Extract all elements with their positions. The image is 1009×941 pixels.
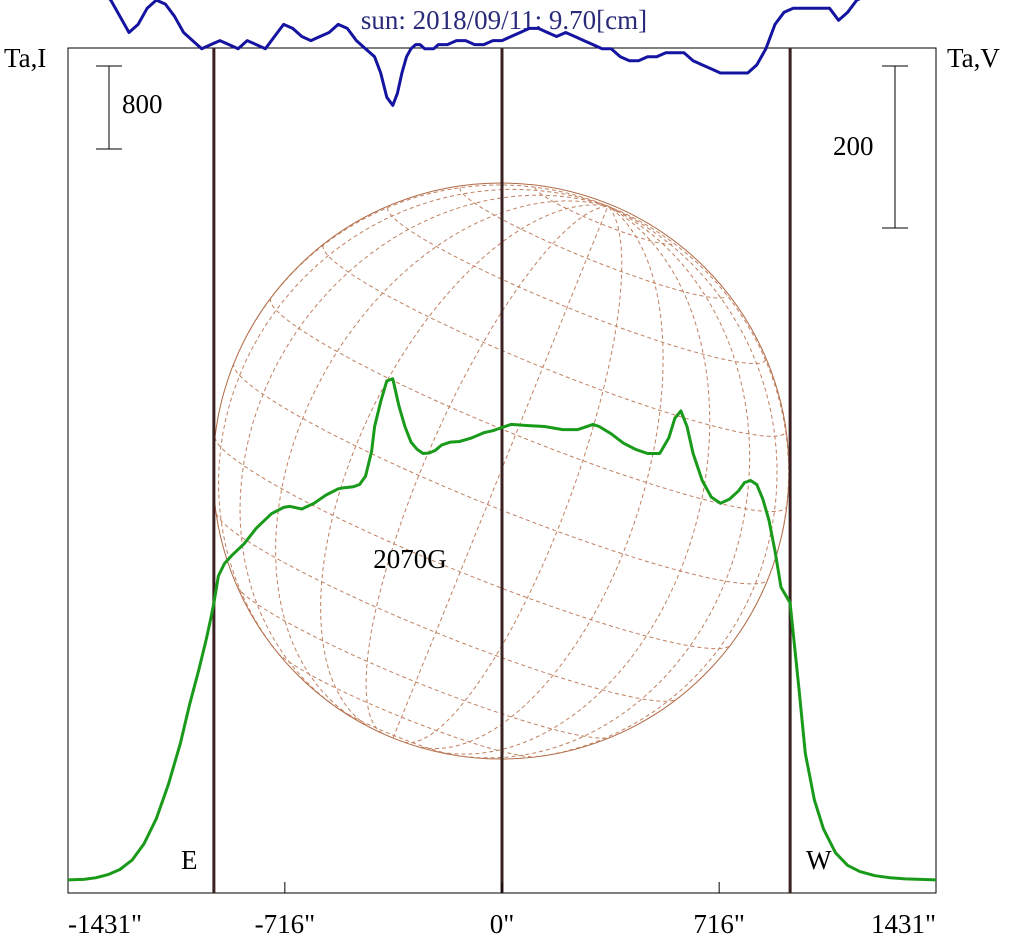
grid-latitude-line: [236, 586, 611, 739]
grid-longitude-line: [365, 205, 609, 734]
x-axis-ticks: [67, 882, 937, 893]
right-axis-label: Ta,V: [947, 43, 1000, 73]
sunspot-annotation: 2070G: [373, 544, 447, 574]
x-tick-label-4: 1431": [871, 909, 936, 939]
grid-longitude-line: [607, 205, 789, 580]
chart-title: sun: 2018/09/11: 9.70[cm]: [361, 5, 647, 35]
grid-latitude-line: [214, 437, 731, 650]
west-limb-label: W: [806, 845, 832, 875]
grid-longitude-line: [218, 188, 609, 665]
grid-latitude-line: [215, 513, 677, 702]
scale-bar-left-label: 800: [122, 89, 163, 119]
series-i-line: [67, 377, 937, 882]
x-axis-tick-labels: -1431" -716" 0" 716" 1431": [68, 909, 936, 939]
grid-longitude-line: [455, 205, 751, 759]
x-tick-label-3: 716": [693, 909, 745, 939]
grid-longitude-line: [521, 205, 778, 759]
grid-longitude-line: [392, 205, 609, 739]
scale-bar-right-label: 200: [833, 131, 874, 161]
grid-longitude-line: [275, 200, 609, 720]
grid-longitude-line: [404, 205, 623, 744]
grid-longitude-line: [320, 204, 609, 730]
series-v-line: [108, 0, 861, 107]
left-axis-label: Ta,I: [4, 43, 46, 73]
grid-longitude-line: [233, 184, 609, 364]
east-limb-label: E: [181, 845, 198, 875]
scale-bar-right: [882, 65, 908, 229]
x-tick-label-0: -1431": [68, 909, 142, 939]
solar-disk: [212, 182, 790, 760]
grid-latitude-line: [322, 245, 787, 437]
scale-bar-left: [96, 65, 122, 150]
grid-longitude-line: [433, 205, 711, 755]
grid-longitude-line: [239, 194, 609, 708]
heliographic-grid: [214, 184, 789, 759]
x-tick-label-2: 0": [490, 909, 515, 939]
grid-longitude-line: [414, 205, 664, 750]
x-tick-label-1: -716": [255, 909, 316, 939]
grid-latitude-line: [387, 207, 766, 364]
grid-latitude-line: [459, 187, 728, 299]
